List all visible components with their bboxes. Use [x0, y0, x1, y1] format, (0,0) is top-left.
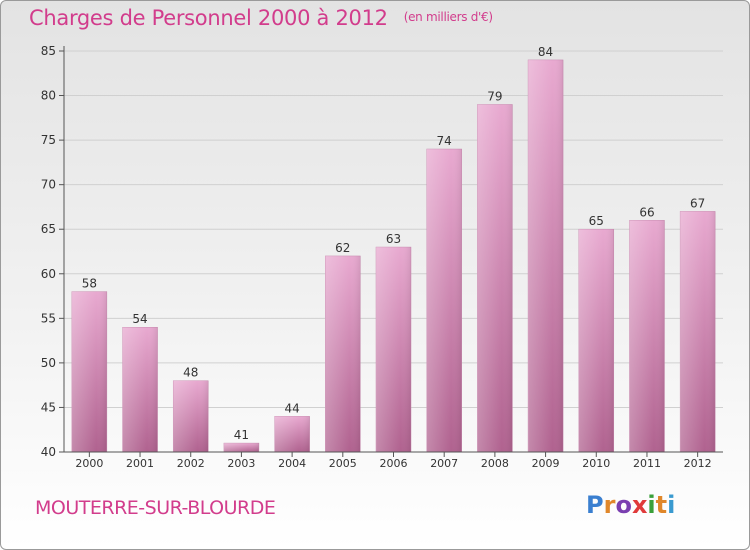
bar-shade — [680, 211, 716, 452]
y-tick-label: 75 — [41, 133, 56, 147]
x-tick-label: 2001 — [126, 457, 154, 470]
bar-shade — [426, 149, 462, 452]
chart-title: Charges de Personnel 2000 à 2012 (en mill… — [29, 6, 493, 30]
x-tick-label: 2003 — [227, 457, 255, 470]
data-label: 67 — [690, 196, 705, 210]
data-label: 74 — [437, 134, 452, 148]
y-tick-label: 55 — [41, 311, 56, 325]
bar-shade — [173, 380, 209, 452]
y-tick-label: 85 — [41, 44, 56, 58]
chart-title-text: Charges de Personnel 2000 à 2012 — [29, 6, 388, 30]
x-tick-label: 2012 — [684, 457, 712, 470]
bars — [71, 59, 716, 453]
data-label: 48 — [183, 366, 198, 380]
y-tick-label: 50 — [41, 356, 56, 370]
y-tick-label: 65 — [41, 222, 56, 236]
logo-letter: x — [631, 491, 648, 519]
y-tick-label: 70 — [41, 178, 56, 192]
logo-letter: i — [647, 491, 656, 519]
x-tick-label: 2004 — [278, 457, 306, 470]
logo-letter: o — [615, 491, 632, 519]
axes: 40 45 50 55 60 65 70 75 80 85 2000 2001 2002 2003 2004… — [41, 44, 723, 470]
bar-shade — [528, 59, 564, 453]
y-tick-label: 40 — [41, 445, 56, 459]
bar-shade — [122, 327, 158, 452]
x-tick-label: 2006 — [380, 457, 408, 470]
city-name: MOUTERRE-SUR-BLOURDE — [35, 497, 276, 519]
bar-shade — [578, 229, 614, 452]
bar-shade — [223, 443, 259, 452]
data-label: 41 — [234, 428, 249, 442]
bar-shade — [376, 247, 411, 452]
x-tick-label: 2005 — [329, 457, 357, 470]
data-label: 66 — [639, 205, 654, 219]
data-label: 44 — [284, 401, 299, 415]
bar-shade — [477, 104, 513, 452]
x-tick-label: 2011 — [633, 457, 661, 470]
bar-shade — [274, 416, 310, 452]
x-tick-label: 2009 — [532, 457, 560, 470]
data-labels: 58 54 48 41 44 62 63 74 79 84 65 66 67 — [82, 45, 706, 442]
data-label: 62 — [335, 241, 350, 255]
proxiti-logo: Proxiti — [586, 491, 675, 519]
data-label: 65 — [589, 214, 604, 228]
logo-letter: P — [586, 491, 604, 519]
data-label: 58 — [82, 277, 97, 291]
x-tick-label: 2002 — [177, 457, 205, 470]
bar-shade — [325, 255, 361, 452]
y-tick-label: 60 — [41, 267, 56, 281]
logo-letter: i — [667, 491, 676, 519]
y-tick-label: 45 — [41, 400, 56, 414]
chart-subtitle: (en milliers d'€) — [403, 10, 493, 24]
data-label: 63 — [386, 232, 401, 246]
data-label: 54 — [132, 312, 147, 326]
y-tick-label: 80 — [41, 89, 56, 103]
x-tick-label: 2010 — [582, 457, 610, 470]
logo-letter: t — [655, 491, 668, 519]
bar-shade — [629, 220, 665, 452]
x-tick-label: 2007 — [430, 457, 458, 470]
logo-letter: r — [603, 491, 616, 519]
data-label: 84 — [538, 45, 553, 59]
bar-shade — [71, 291, 107, 452]
x-tick-label: 2008 — [481, 457, 509, 470]
data-label: 79 — [487, 89, 502, 103]
x-tick-label: 2000 — [75, 457, 103, 470]
